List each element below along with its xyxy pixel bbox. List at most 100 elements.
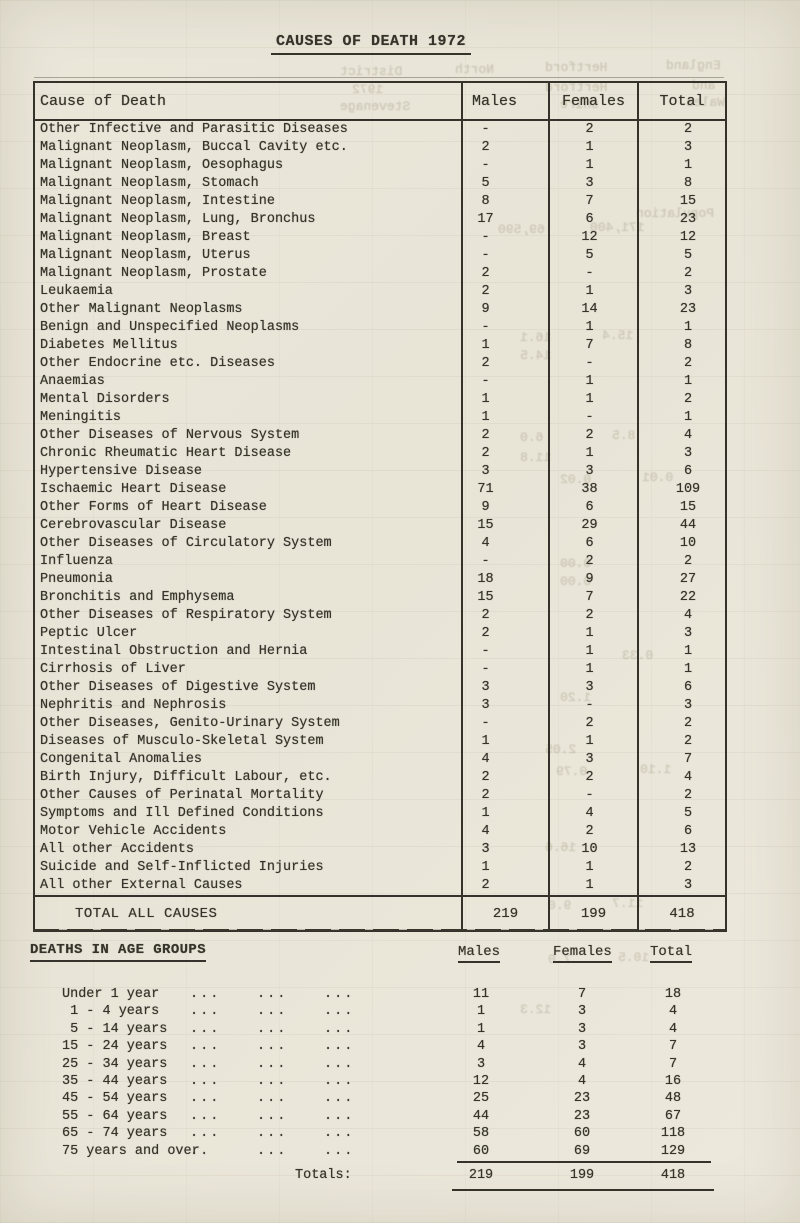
cause-cell: Congenital Anomalies: [40, 752, 203, 767]
males-cell: 3: [461, 697, 549, 715]
age-totals-label: Totals:: [295, 1168, 352, 1183]
total-cell: 3: [637, 697, 726, 715]
males-cell: 4: [461, 535, 549, 553]
cause-cell: Other Malignant Neoplasms: [40, 302, 243, 317]
table-row: Peptic Ulcer 2 1 3: [34, 625, 726, 643]
males-cell: 2: [461, 355, 549, 373]
females-cell: 6: [548, 535, 638, 553]
dot-leader: ...: [324, 1021, 355, 1037]
age-females-value: 4: [577, 1056, 587, 1072]
cause-cell: Other Endocrine etc. Diseases: [40, 356, 275, 371]
dot-leader: ...: [257, 1108, 288, 1124]
table-row: All other External Causes 2 1 3: [34, 877, 726, 896]
males-cell: 2: [461, 787, 549, 805]
table-row: Suicide and Self-Inflicted Injuries 1 1 2: [34, 859, 726, 877]
total-cell: 2: [637, 265, 726, 283]
age-total-value: 16: [664, 1073, 682, 1089]
age-males-value: 60: [472, 1143, 490, 1159]
age-females-value: 7: [577, 987, 587, 1002]
table-row: Cerebrovascular Disease 15 29 44: [34, 517, 726, 535]
males-cell: 1: [461, 859, 549, 877]
males-cell: 3: [461, 841, 549, 859]
males-cell: 1: [461, 733, 549, 751]
total-cell: 4: [637, 607, 726, 625]
males-cell: 2: [461, 283, 549, 301]
total-cell: 109: [637, 481, 726, 499]
table-row: Other Diseases of Circulatory System 4 6 10: [34, 535, 726, 553]
females-cell: -: [548, 787, 638, 805]
age-females-value: 4: [577, 1073, 587, 1089]
table-row: Nephritis and Nephrosis 3-3: [34, 697, 726, 715]
females-cell: 29: [548, 517, 638, 535]
cause-cell: Other Causes of Perinatal Mortality: [40, 788, 324, 803]
age-total-value: 7: [668, 1056, 678, 1072]
females-cell: 2: [548, 607, 638, 625]
age-females-value: 23: [573, 1091, 591, 1107]
totals-underline-rule: [452, 1189, 714, 1191]
total-cell: 2: [637, 787, 726, 805]
age-total-value: 7: [668, 1039, 678, 1055]
age-total-value: 18: [664, 987, 682, 1002]
cause-cell: Meningitis: [40, 410, 122, 425]
dot-leader: ...: [257, 1073, 288, 1089]
total-cell: 13: [637, 841, 726, 859]
causes-table-footer: TOTAL ALL CAUSES 219 199 418: [34, 895, 726, 932]
table-row: Influenza -2 2: [34, 553, 726, 571]
dot-leader: ...: [257, 1126, 288, 1142]
table-bottom-rule: [33, 929, 725, 931]
females-cell: 2: [548, 427, 638, 445]
dot-leader: ..: [190, 1143, 211, 1159]
females-cell: 1: [548, 661, 638, 679]
dot-leader: ...: [257, 1039, 288, 1055]
dot-leader: ...: [190, 1039, 221, 1055]
header-males: Males: [461, 82, 549, 121]
age-males-value: 58: [472, 1126, 490, 1142]
age-range-label: 55 - 64 years: [62, 1108, 168, 1124]
total-cell: 2: [637, 120, 726, 139]
total-cell: 3: [637, 877, 726, 896]
males-cell: -: [461, 553, 549, 571]
age-males-value: 1: [476, 1021, 486, 1037]
males-cell: -: [461, 319, 549, 337]
males-cell: 1: [461, 337, 549, 355]
males-cell: 71: [461, 481, 549, 499]
cause-cell: Mental Disorders: [40, 392, 170, 407]
males-cell: 15: [461, 589, 549, 607]
age-range-label: 25 - 34 years: [62, 1056, 168, 1072]
bleed-through-text: Hertford: [545, 60, 608, 75]
age-group-row: 45 - 54 years......... 25 23 48: [0, 1090, 800, 1107]
cause-cell: Other Diseases of Nervous System: [40, 428, 300, 443]
total-cell: 4: [637, 427, 726, 445]
total-males-value: 219: [461, 895, 549, 932]
age-groups-title: DEATHS IN AGE GROUPS: [30, 942, 207, 962]
total-cell: 2: [637, 715, 726, 733]
females-cell: 2: [548, 120, 638, 139]
males-cell: 3: [461, 679, 549, 697]
females-cell: 3: [548, 463, 638, 481]
table-row: Malignant Neoplasm, Breast -12 12: [34, 229, 726, 247]
total-cell: 2: [637, 553, 726, 571]
cause-cell: Malignant Neoplasm, Lung, Bronchus: [40, 212, 316, 227]
table-row: Malignant Neoplasm, Stomach 5 3 8: [34, 175, 726, 193]
cause-cell: Cirrhosis of Liver: [40, 662, 186, 677]
total-cell: 2: [637, 355, 726, 373]
table-row: Other Diseases of Nervous System 2 2 4: [34, 427, 726, 445]
age-females-value: 23: [573, 1108, 591, 1124]
dot-leader: ...: [257, 987, 288, 1002]
cause-cell: Benign and Unspecified Neoplasms: [40, 320, 300, 335]
age-range-label: 1 - 4 years: [62, 1004, 160, 1020]
age-total-value: 4: [668, 1004, 678, 1020]
total-label: TOTAL ALL CAUSES: [34, 895, 462, 932]
total-cell: 23: [637, 211, 726, 229]
females-cell: 5: [548, 247, 638, 265]
males-cell: 1: [461, 391, 549, 409]
cause-cell: Peptic Ulcer: [40, 626, 138, 641]
age-totals-males: 219: [468, 1168, 494, 1183]
total-cell: 22: [637, 589, 726, 607]
females-cell: 7: [548, 337, 638, 355]
total-cell: 27: [637, 571, 726, 589]
males-cell: 2: [461, 877, 549, 896]
age-header-males: Males: [458, 944, 501, 963]
total-cell: 1: [637, 157, 726, 175]
header-row: Cause of Death Males Females Total: [34, 82, 726, 121]
